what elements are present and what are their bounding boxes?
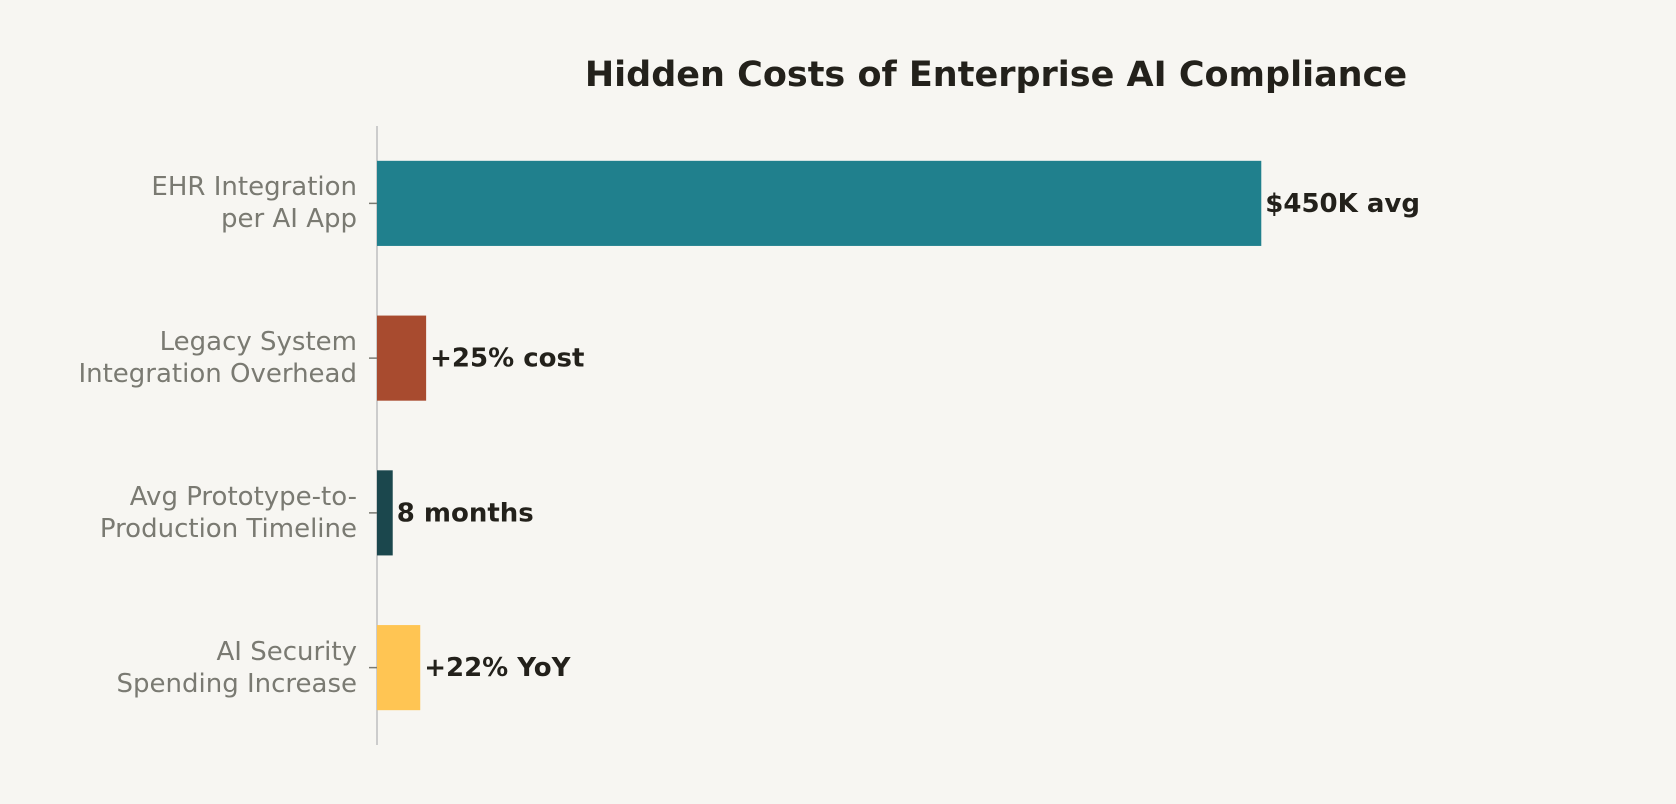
y-tick-label: Avg Prototype-to- Production Timeline — [99, 481, 357, 544]
y-tick-label: AI Security Spending Increase — [116, 636, 358, 699]
value-label: 8 months — [397, 498, 534, 528]
bar — [377, 160, 1262, 246]
value-label: +22% YoY — [424, 653, 571, 683]
y-tick-label: EHR Integration per AI App — [151, 172, 357, 235]
chart-title: Hidden Costs of Enterprise AI Compliance — [585, 55, 1407, 95]
value-label: +25% cost — [430, 344, 584, 374]
value-label: $450K avg — [1265, 189, 1420, 219]
bar — [377, 315, 427, 401]
bar — [377, 625, 421, 711]
y-tick-label: Legacy System Integration Overhead — [78, 327, 357, 390]
bar — [377, 470, 393, 556]
